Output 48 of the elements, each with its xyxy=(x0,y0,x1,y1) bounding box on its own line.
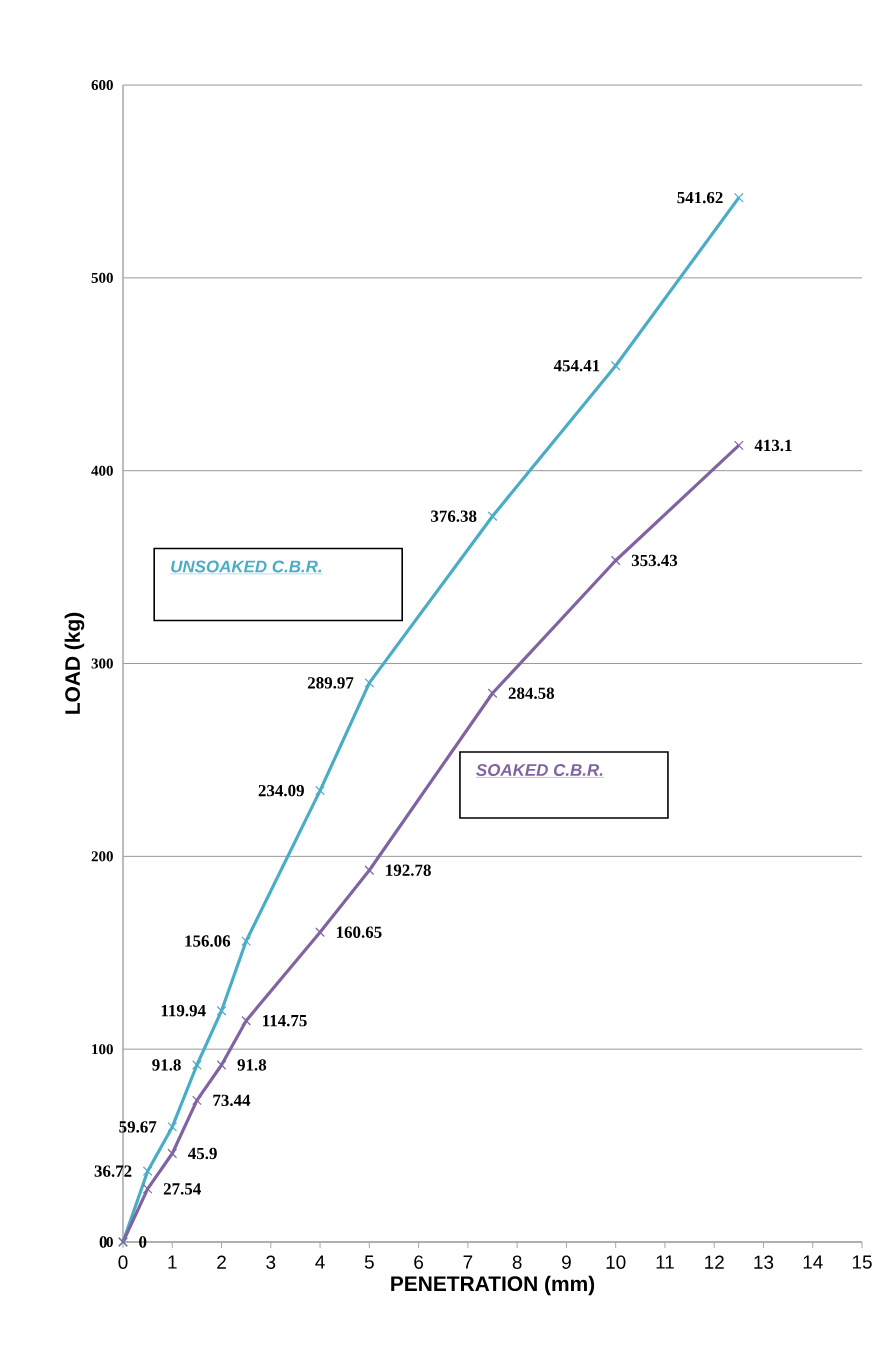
y-tick-label: 200 xyxy=(91,851,113,862)
data-label: 234.09 xyxy=(258,784,304,797)
data-label: 59.67 xyxy=(119,1121,157,1133)
data-label: 353.43 xyxy=(631,554,678,567)
x-tick-label: 6 xyxy=(414,1255,424,1269)
x-tick-label: 2 xyxy=(217,1255,226,1269)
x-tick-label: 1 xyxy=(168,1255,177,1269)
text: UNSOAKED C.B.R. xyxy=(171,560,322,573)
y-axis-title: LOAD (kg) xyxy=(64,612,85,714)
data-label: 541.62 xyxy=(677,191,723,204)
y-tick-label: 500 xyxy=(91,272,113,283)
data-label: 454.41 xyxy=(553,360,600,372)
y-tick-label: 0 xyxy=(106,1236,113,1248)
data-label: 114.75 xyxy=(263,1015,307,1027)
x-tick-label: 8 xyxy=(512,1255,522,1269)
x-axis-title: PENETRATION (mm) xyxy=(391,1275,595,1296)
x-tick-label: 9 xyxy=(562,1255,571,1269)
data-label: 45.9 xyxy=(188,1147,217,1160)
data-label: 289.97 xyxy=(307,677,354,689)
x-tick-label: 15 xyxy=(852,1255,872,1269)
y-tick-label: 400 xyxy=(91,465,113,476)
data-label: 27.54 xyxy=(163,1183,201,1195)
x-tick-label: 3 xyxy=(266,1255,276,1269)
x-tick-label: 11 xyxy=(656,1255,674,1269)
data-label: 192.78 xyxy=(386,864,431,877)
data-label: 284.58 xyxy=(508,687,555,699)
data-label: 160.65 xyxy=(336,926,382,938)
data-label: 91.8 xyxy=(152,1059,181,1071)
data-label: 413.1 xyxy=(754,439,792,452)
x-tick-label: 5 xyxy=(364,1255,374,1269)
x-tick-label: 4 xyxy=(315,1255,325,1269)
y-tick-label: 600 xyxy=(91,80,113,91)
y-tick-label: 300 xyxy=(91,658,113,669)
x-tick-label: 7 xyxy=(463,1255,473,1269)
data-label: 0 xyxy=(139,1236,147,1248)
data-label: 73.44 xyxy=(213,1094,251,1107)
data-label: 91.8 xyxy=(237,1059,267,1071)
x-tick-label: 13 xyxy=(754,1255,774,1269)
data-label: 36.72 xyxy=(94,1165,132,1177)
x-tick-label: 12 xyxy=(705,1255,724,1269)
data-label: 376.38 xyxy=(431,510,477,522)
data-label: 119.94 xyxy=(161,1004,206,1017)
y-tick-label: 100 xyxy=(92,1044,113,1055)
series-label: SOAKED C.B.R. xyxy=(476,764,603,776)
x-tick-label: 0 xyxy=(118,1255,128,1269)
x-tick-label: 14 xyxy=(803,1255,823,1269)
x-tick-label: 10 xyxy=(606,1255,626,1269)
data-label: 156.06 xyxy=(185,935,231,947)
